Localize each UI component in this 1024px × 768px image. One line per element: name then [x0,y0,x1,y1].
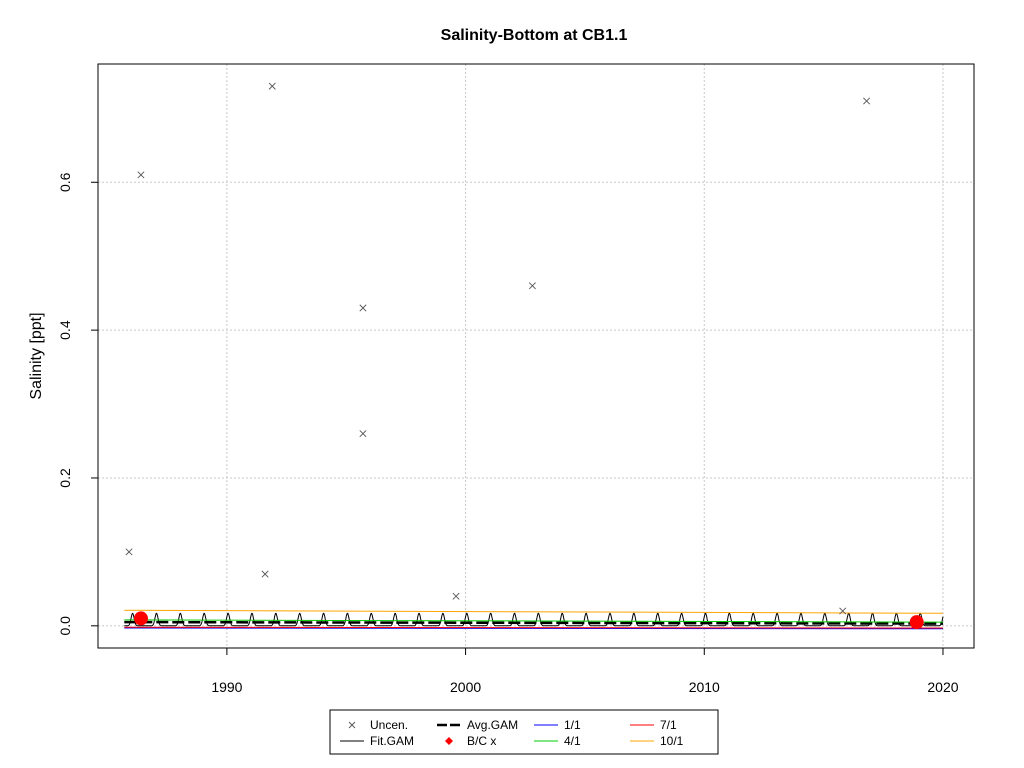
point-stroke [268,82,276,90]
y-tick-label: 0.2 [57,468,73,488]
y-tick-label: 0.4 [57,320,73,340]
legend-item: Avg.GAM [437,718,518,732]
x-tick-label: 1990 [211,679,242,695]
point-stroke [839,607,847,615]
legend-label: 10/1 [660,734,684,748]
bc-point [133,611,148,626]
legend-item: 7/1 [630,718,677,732]
point-stroke [359,304,367,312]
x-tick-label: 2020 [927,679,958,695]
uncensored-point [839,607,847,615]
legend-label: 7/1 [660,718,677,732]
legend-diamond-icon [445,737,453,745]
series-1-1 [124,627,944,630]
legend-item: B/C x [445,734,496,748]
series-10-1 [124,609,944,614]
series-7-1 [124,626,944,629]
point-stroke [528,282,536,290]
legend-item: 4/1 [534,734,581,748]
point-stroke [863,97,871,105]
legend-label: Fit.GAM [370,734,414,748]
point-stroke [125,548,133,556]
series-4-1 [124,619,944,623]
y-tick-label: 0.0 [57,616,73,636]
series-fit-gam [124,612,944,627]
point-stroke [359,430,367,438]
legend-box [329,709,719,755]
uncensored-point [863,97,871,105]
uncensored-point [261,570,269,578]
legend-item: Fit.GAM [340,734,414,748]
legend-label: 1/1 [564,718,581,732]
legend-label: 4/1 [564,734,581,748]
point-stroke [261,570,269,578]
uncensored-point [359,304,367,312]
x-tick-label: 2010 [689,679,720,695]
series-avg-gam [124,620,944,625]
x-axis: 1990 2000 2010 2020 [211,648,959,695]
x-tick-label: 2000 [450,679,481,695]
legend-label: Uncen. [370,718,408,732]
legend-item: 10/1 [630,734,684,748]
plot-frame [97,63,975,649]
legend-item: 1/1 [534,718,581,732]
legend-item: Uncen. [348,718,408,732]
points-layer [125,82,924,630]
uncensored-point [359,430,367,438]
uncensored-point [528,282,536,290]
grid [98,64,974,648]
uncensored-point [125,548,133,556]
uncensored-point [452,592,460,600]
legend-x-icon [348,721,356,729]
point-stroke [452,592,460,600]
point-stroke [137,171,145,179]
y-tick-label: 0.6 [57,172,73,192]
series-layer [124,609,944,630]
bc-point [909,615,924,630]
uncensored-point [268,82,276,90]
legend-label: Avg.GAM [467,718,518,732]
legend-label: B/C x [467,734,496,748]
y-axis: 0.0 0.2 0.4 0.6 [57,172,98,636]
uncensored-point [137,171,145,179]
legend: Uncen. Fit.GAM Avg.GAM B/C x 1/1 4/1 7/1 10/1 [329,709,719,755]
chart-title: Salinity-Bottom at CB1.1 [441,27,628,44]
y-axis-title: Salinity [ppt] [28,312,45,399]
